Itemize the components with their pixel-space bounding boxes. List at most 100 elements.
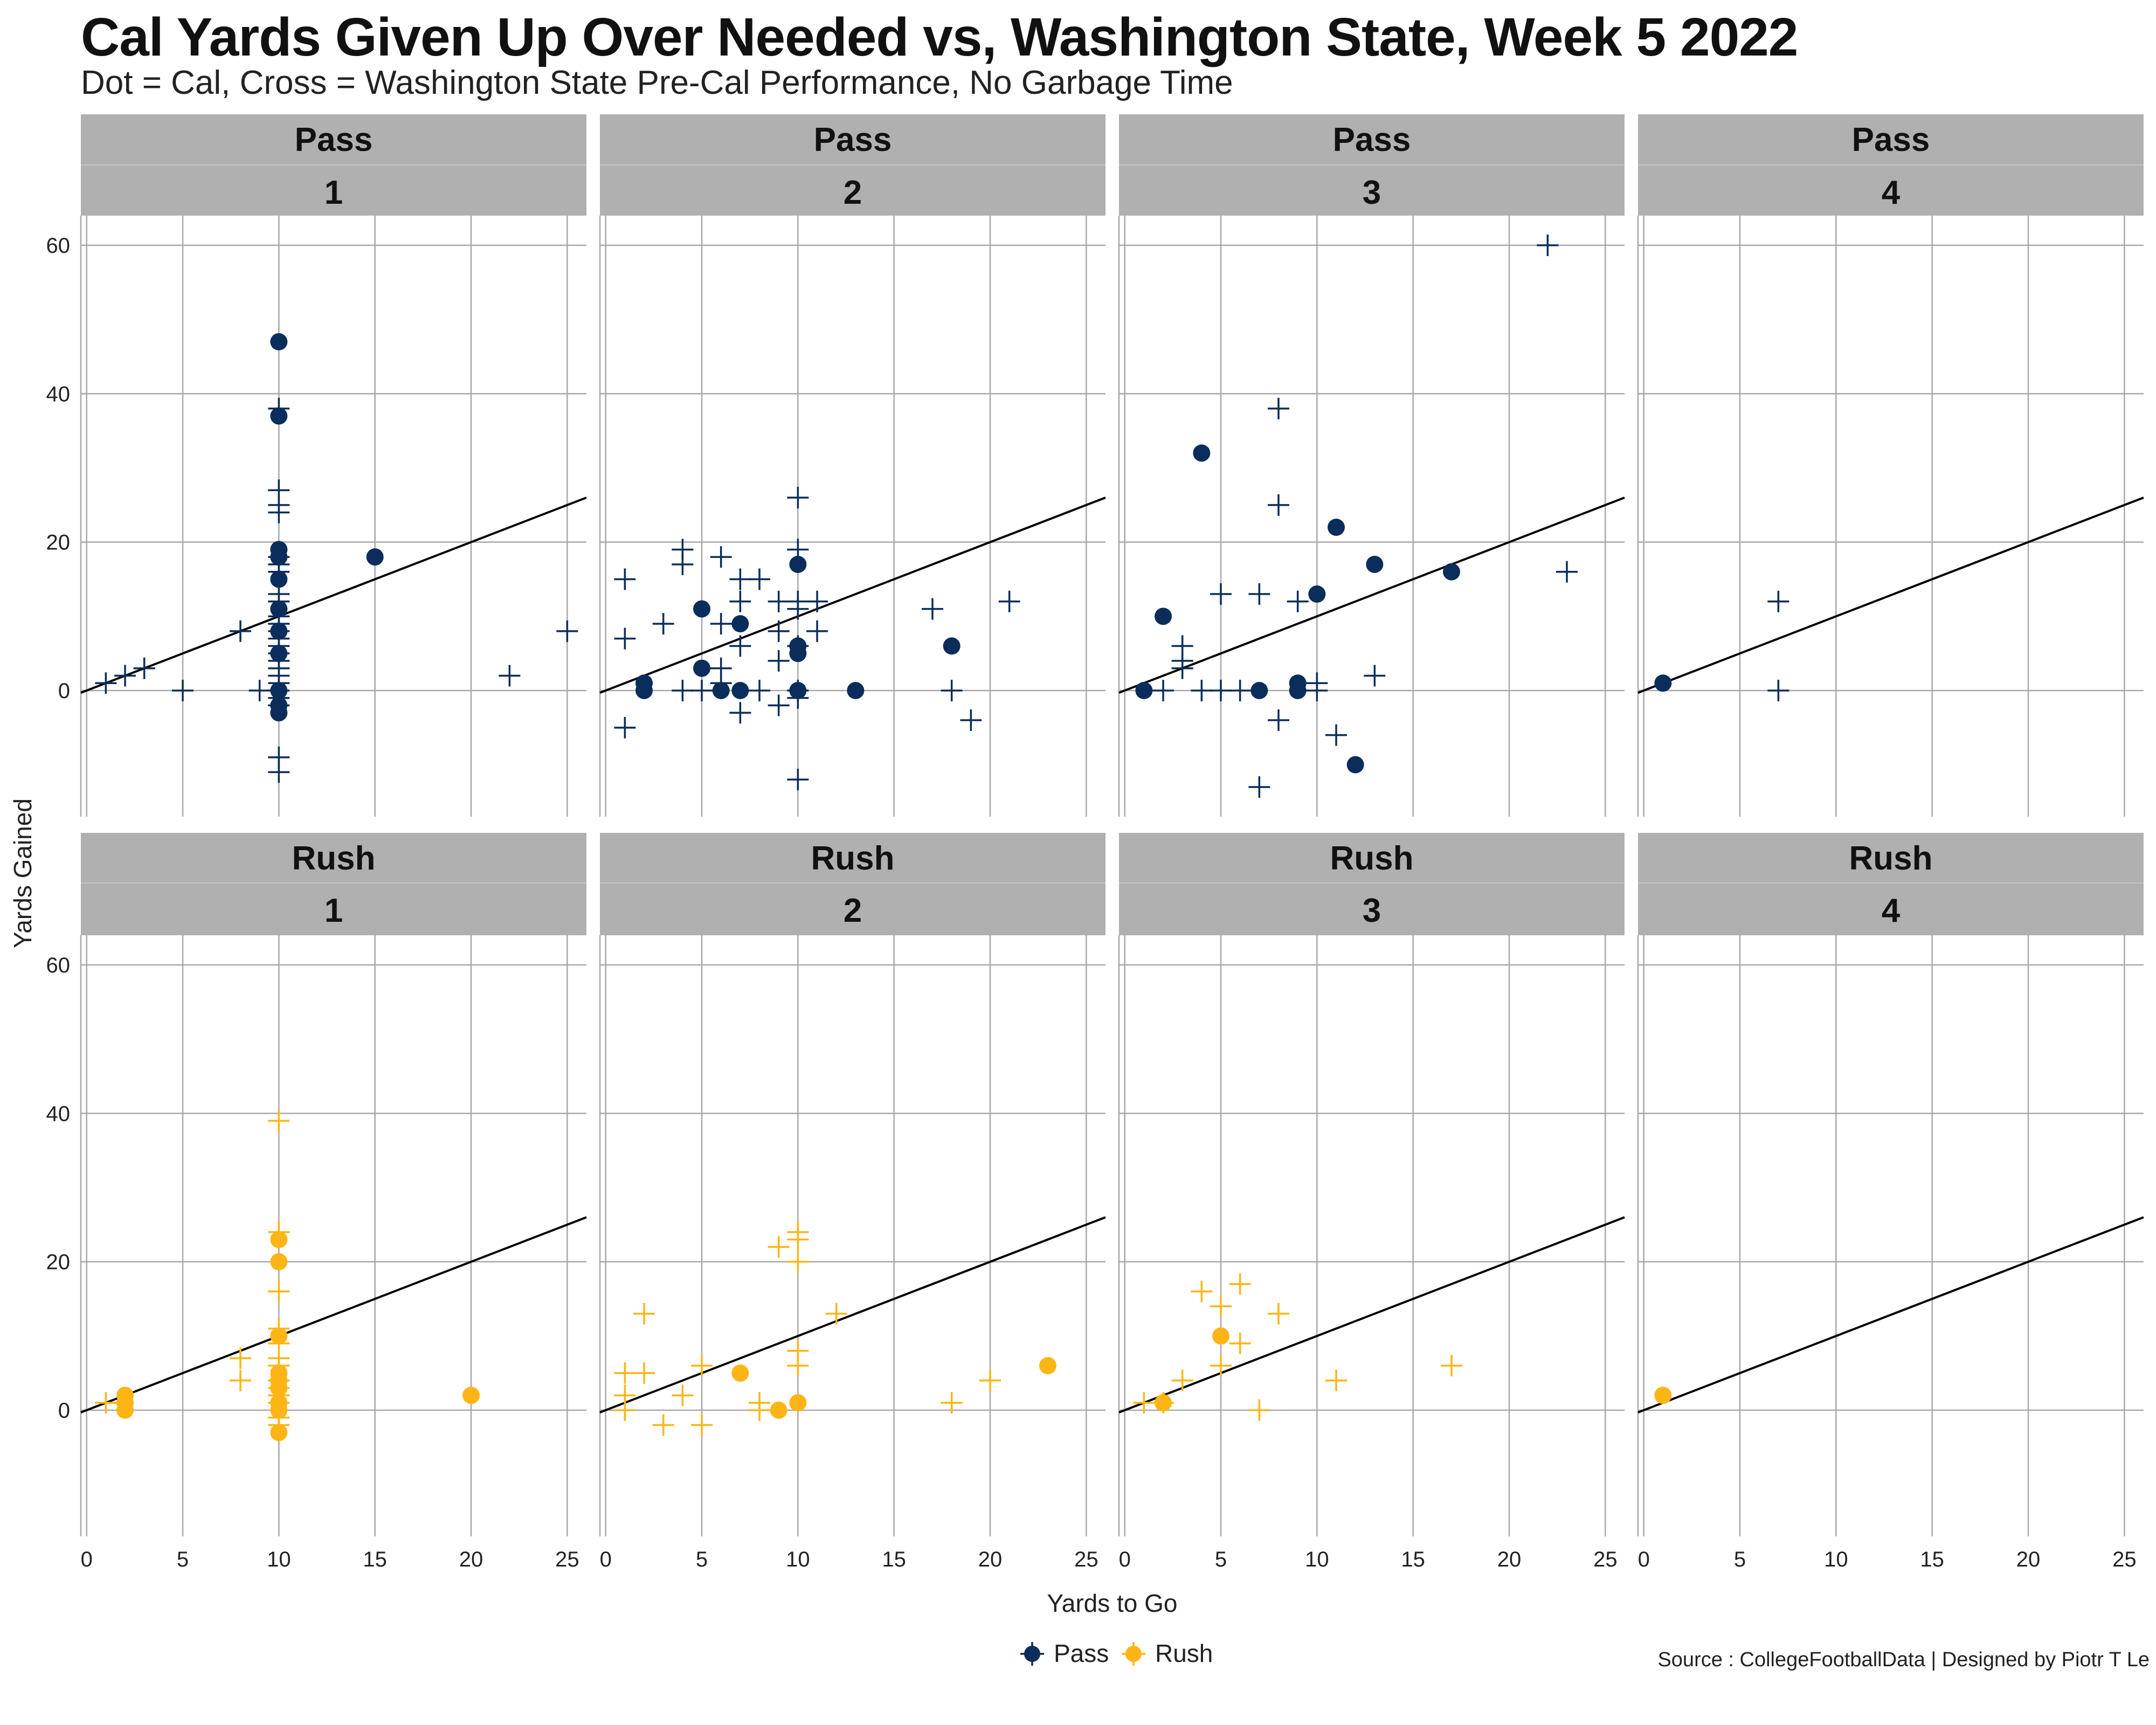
wsu-cross-point — [556, 620, 578, 642]
y-tick-label: 60 — [46, 954, 71, 977]
strip-play-type — [81, 114, 586, 165]
x-tick-label: 20 — [459, 1548, 483, 1571]
cal-dot-point — [693, 659, 711, 677]
wsu-cross-point — [1210, 583, 1232, 605]
wsu-cross-point — [787, 598, 809, 620]
cal-dot-point — [270, 1253, 288, 1271]
strip-label-down: 2 — [844, 892, 862, 929]
strip-label-play-type: Pass — [295, 121, 373, 158]
wsu-cross-point — [1133, 1392, 1155, 1414]
cal-dot-point — [1135, 681, 1153, 699]
wsu-cross-point — [633, 1303, 655, 1325]
wsu-cross-point — [1287, 590, 1309, 612]
cal-dot-point — [635, 681, 653, 699]
cal-dot-point — [270, 1401, 288, 1419]
cal-dot-point — [366, 548, 384, 566]
legend-dot-symbol — [1125, 1646, 1142, 1662]
wsu-cross-point — [749, 679, 771, 701]
cal-dot-point — [1039, 1357, 1057, 1375]
x-tick-label: 10 — [1305, 1548, 1329, 1571]
cal-dot-point — [1212, 1327, 1230, 1345]
cal-dot-point — [1366, 555, 1384, 573]
cal-dot-point — [731, 1364, 749, 1382]
wsu-cross-point — [825, 1303, 847, 1325]
strip-label-play-type: Rush — [1849, 840, 1933, 877]
cal-dot-point — [789, 681, 807, 699]
wsu-cross-point — [729, 568, 751, 590]
reference-line — [599, 1216, 1106, 1413]
reference-line — [1637, 1216, 2144, 1413]
strip-down — [600, 165, 1105, 216]
wsu-cross-point — [268, 1280, 290, 1302]
wsu-cross-point — [1364, 665, 1386, 687]
wsu-cross-point — [1441, 1355, 1463, 1377]
strip-label-down: 1 — [324, 892, 343, 929]
x-tick-label: 0 — [1638, 1548, 1650, 1571]
panel-pass-2: Pass 2 — [599, 114, 1106, 817]
x-tick-label: 25 — [2112, 1548, 2137, 1571]
y-tick-label: 0 — [58, 679, 70, 703]
wsu-cross-point — [768, 1236, 790, 1258]
wsu-cross-point — [768, 620, 790, 642]
strip-label-play-type: Rush — [292, 840, 376, 877]
wsu-cross-point — [1268, 1303, 1290, 1325]
wsu-cross-point — [1268, 709, 1290, 732]
cal-dot-point — [789, 645, 807, 663]
x-tick-label: 20 — [978, 1548, 1003, 1571]
wsu-cross-point — [1248, 776, 1270, 798]
panel-pass-3: Pass 3 — [1118, 114, 1625, 817]
wsu-cross-point — [979, 1369, 1001, 1391]
wsu-cross-point — [768, 650, 790, 672]
x-tick-label: 15 — [1401, 1548, 1425, 1571]
cal-dot-point — [1346, 756, 1364, 774]
wsu-cross-point — [768, 590, 790, 612]
wsu-cross-point — [268, 1110, 290, 1132]
wsu-cross-point — [172, 679, 194, 701]
wsu-cross-point — [133, 657, 155, 679]
x-tick-label: 5 — [1734, 1548, 1746, 1571]
wsu-cross-point — [1248, 583, 1270, 605]
x-tick-label: 10 — [786, 1548, 810, 1571]
x-tick-label: 20 — [2016, 1548, 2041, 1571]
cal-dot-point — [847, 681, 865, 699]
wsu-cross-point — [1191, 679, 1213, 701]
wsu-cross-point — [749, 568, 771, 590]
strip-label-down: 3 — [1363, 174, 1381, 211]
x-tick-label: 0 — [81, 1548, 93, 1571]
strip-label-play-type: Rush — [1330, 840, 1414, 877]
wsu-cross-point — [729, 635, 751, 657]
wsu-cross-point — [691, 1414, 713, 1436]
strip-down — [600, 883, 1105, 935]
x-tick-label: 0 — [1119, 1548, 1131, 1571]
strip-play-type — [81, 833, 586, 883]
y-tick-label: 20 — [46, 1251, 71, 1274]
wsu-cross-point — [230, 1369, 252, 1391]
cal-dot-point — [770, 1401, 787, 1419]
cal-dot-point — [270, 1379, 288, 1397]
wsu-cross-point — [1171, 1369, 1193, 1391]
x-tick-label: 15 — [1920, 1548, 1944, 1571]
y-tick-label: 20 — [46, 531, 71, 555]
wsu-cross-point — [1210, 679, 1232, 701]
strip-label-down: 1 — [324, 174, 343, 211]
strip-play-type — [1119, 833, 1625, 883]
chart-title: Cal Yards Given Up Over Needed vs, Washi… — [81, 7, 1798, 67]
wsu-cross-point — [1210, 1295, 1232, 1317]
strip-down — [1119, 165, 1625, 216]
wsu-cross-point — [710, 546, 732, 568]
wsu-cross-point — [1325, 724, 1348, 746]
strip-down — [81, 165, 586, 216]
panel-pass-1: Pass 1 0 20 40 60 — [46, 114, 587, 817]
cal-dot-point — [789, 555, 807, 573]
cal-dot-point — [1155, 608, 1172, 625]
wsu-cross-point — [729, 590, 751, 612]
reference-line — [80, 1216, 587, 1413]
cal-dot-point — [1193, 444, 1211, 462]
wsu-cross-point — [998, 590, 1020, 612]
wsu-cross-point — [268, 761, 290, 783]
wsu-cross-point — [787, 487, 809, 509]
cal-dot-point — [270, 600, 288, 618]
y-tick-label: 60 — [46, 234, 71, 258]
cal-dot-point — [1308, 585, 1326, 603]
legend-dot-symbol — [1024, 1646, 1040, 1662]
